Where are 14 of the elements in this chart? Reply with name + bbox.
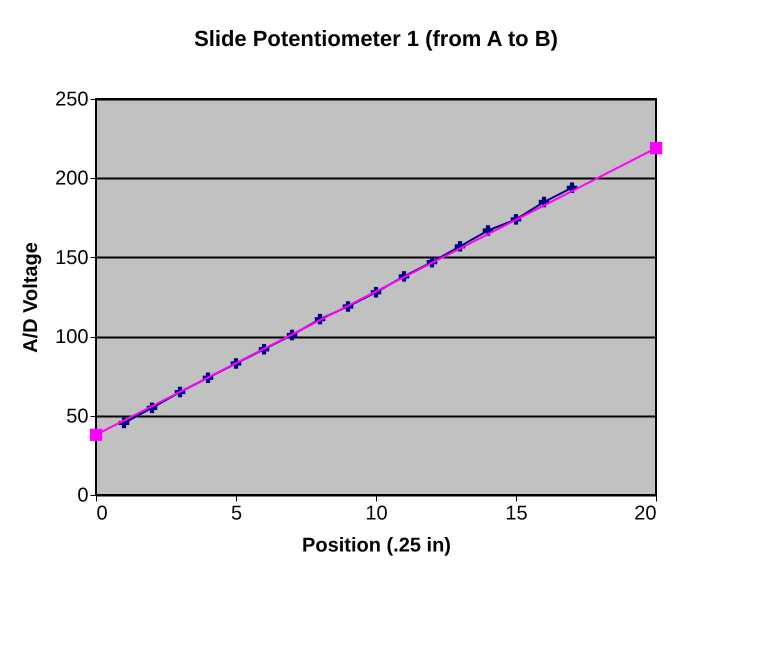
x-tick-label: 15 [505,502,528,524]
y-axis-title: A/D Voltage [20,242,42,353]
y-tick-label: 200 [55,168,88,190]
x-tick-label: 10 [365,502,388,524]
y-tick-label: 150 [55,246,88,269]
y-tick-label: 100 [55,326,88,348]
x-tick-label: 5 [230,502,242,524]
y-tick-label: 50 [66,405,88,428]
x-tick-label: 20 [634,502,656,524]
y-tick-label: 0 [77,484,88,506]
y-tick-label: 250 [55,88,88,110]
chart-title: Slide Potentiometer 1 (from A to B) [194,26,558,51]
x-tick-label: 0 [96,502,108,524]
x-axis-title: Position (.25 in) [302,534,451,556]
